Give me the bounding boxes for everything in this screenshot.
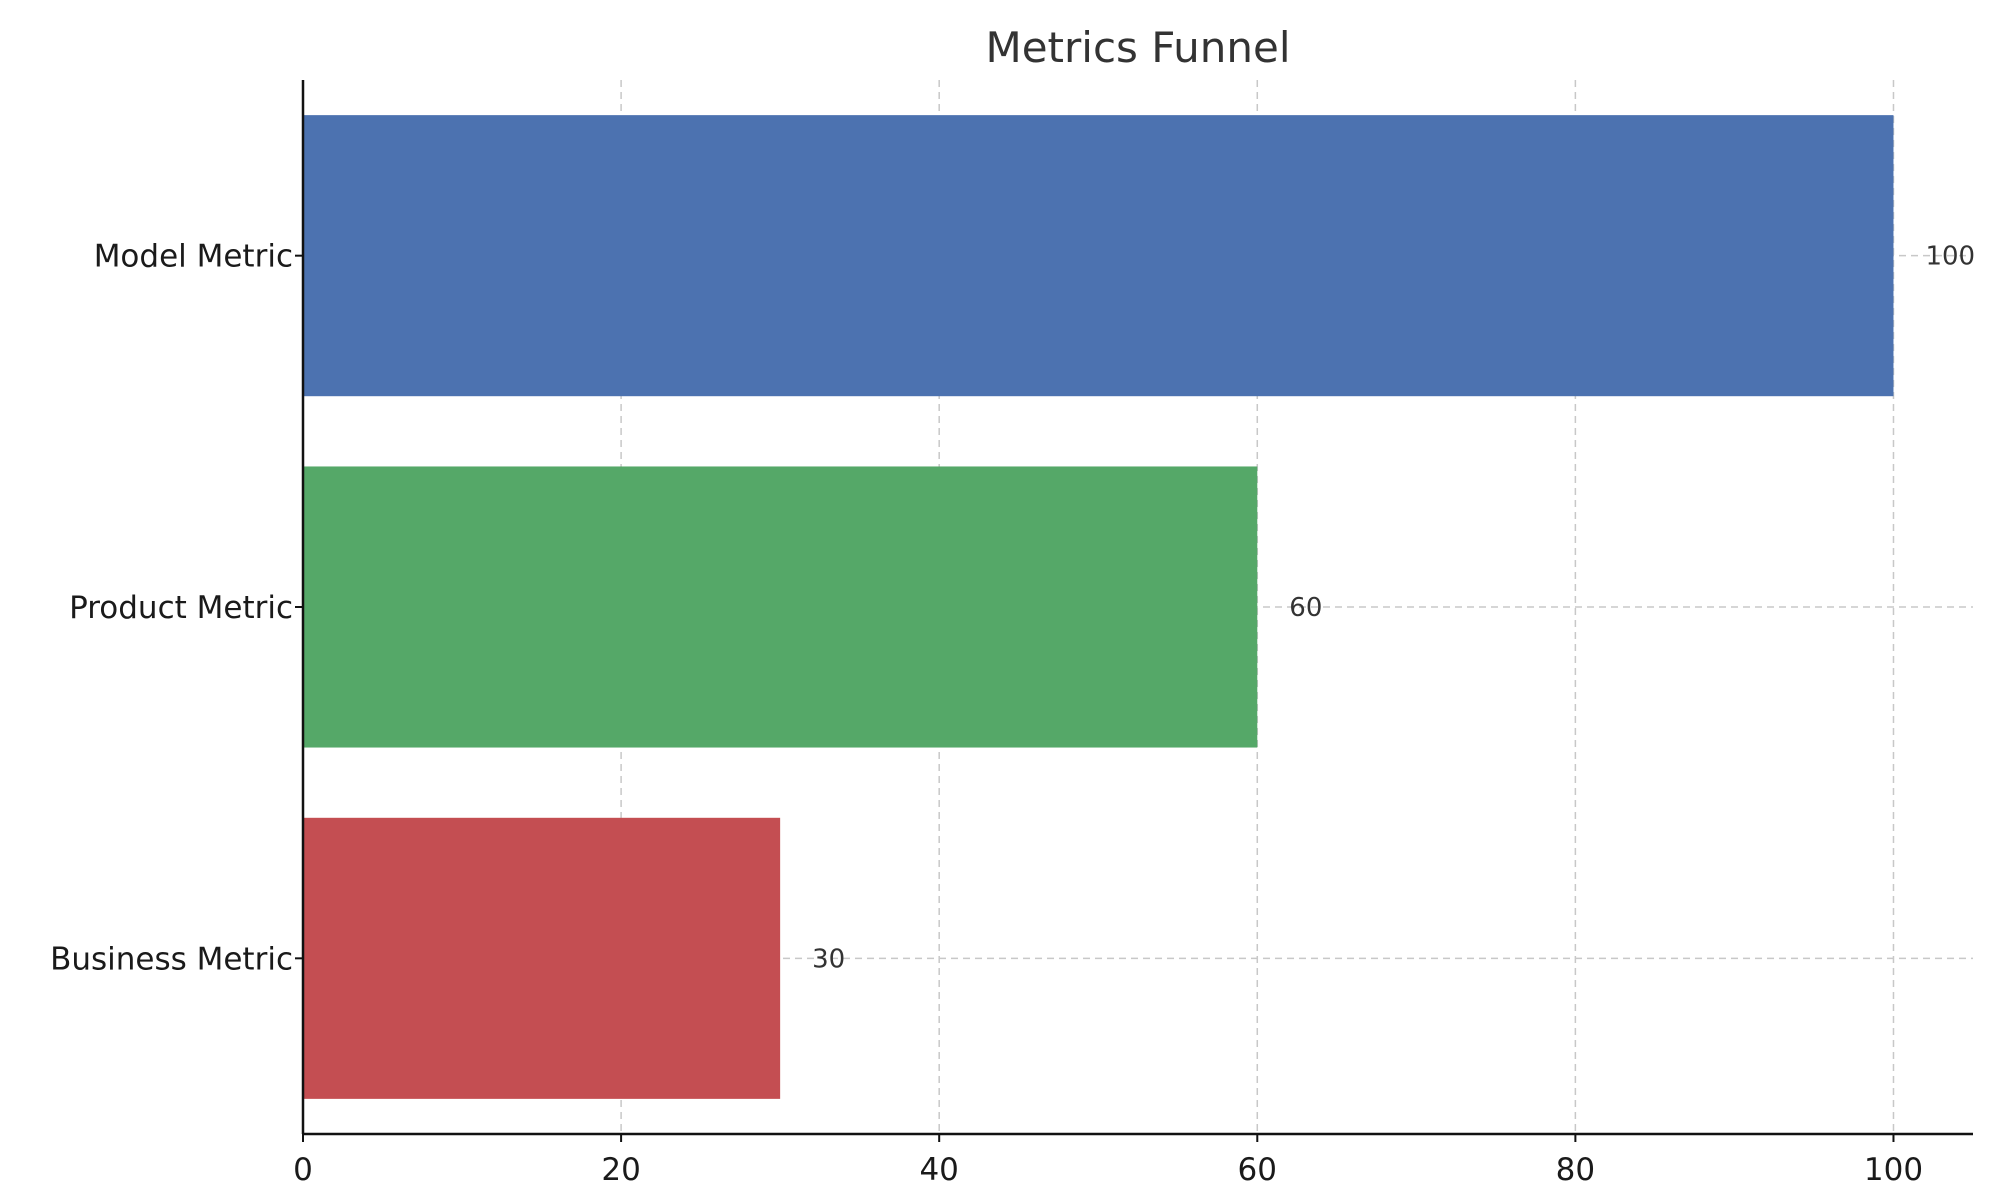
x-tick-label: 100 <box>1864 1152 1923 1188</box>
bar <box>303 115 1894 397</box>
x-tick-label: 0 <box>293 1152 313 1188</box>
y-tick-label: Model Metric <box>94 239 293 275</box>
chart-title: Metrics Funnel <box>985 23 1290 72</box>
data-label: 100 <box>1925 242 1975 272</box>
bar <box>303 817 781 1099</box>
tick-labels: 0 20 40 60 80 100 Model Metric Product Metric Bu… <box>50 239 1923 1188</box>
x-tick-label: 60 <box>1238 1152 1277 1188</box>
bar <box>303 466 1258 748</box>
data-labels: 100 60 30 <box>812 242 1975 975</box>
data-label: 60 <box>1289 593 1322 623</box>
data-label: 30 <box>812 944 845 974</box>
bars <box>303 115 1894 1099</box>
x-tick-label: 40 <box>919 1152 958 1188</box>
y-tick-label: Product Metric <box>69 590 293 626</box>
y-tick-label: Business Metric <box>50 941 293 977</box>
x-tick-label: 20 <box>601 1152 640 1188</box>
x-tick-label: 80 <box>1556 1152 1595 1188</box>
